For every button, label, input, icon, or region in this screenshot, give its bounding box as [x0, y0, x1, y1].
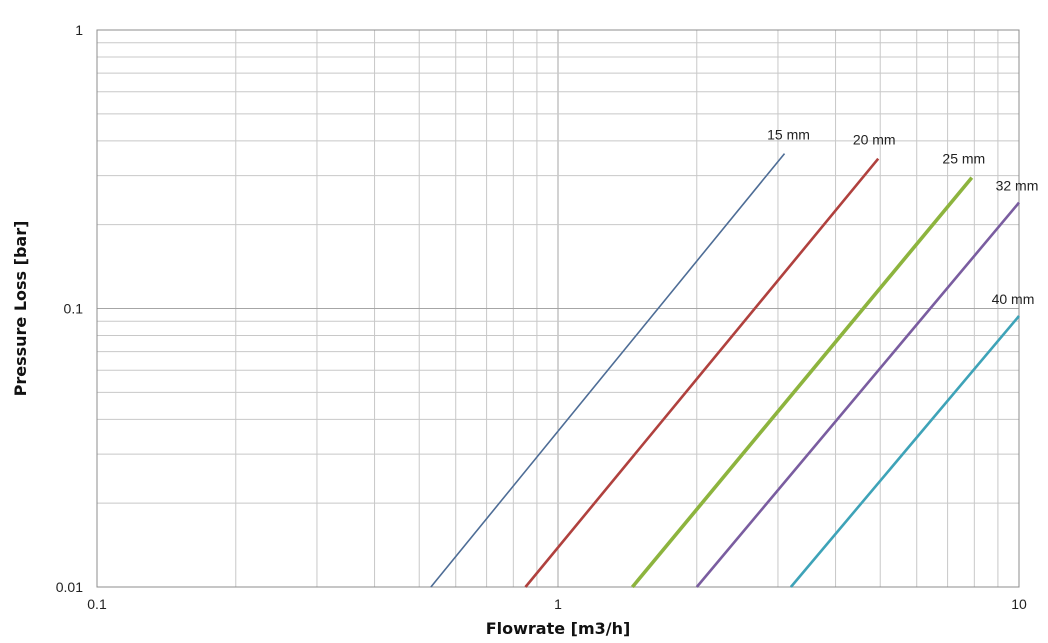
- y-tick-label: 0.01: [56, 579, 83, 595]
- series-line-32-mm: [695, 201, 1020, 588]
- series-line-25-mm: [631, 176, 974, 589]
- y-tick-label: 1: [75, 22, 83, 38]
- x-axis-ticks: 0.1 1 10: [87, 596, 1027, 612]
- series-label-25-mm: 25 mm: [942, 151, 985, 167]
- x-axis-title: Flowrate [m3/h]: [486, 619, 631, 638]
- series-label-40-mm: 40 mm: [992, 291, 1035, 307]
- series-line-20-mm: [524, 157, 880, 588]
- x-tick-label: 10: [1011, 596, 1027, 612]
- x-tick-label: 0.1: [87, 596, 107, 612]
- grid: [97, 30, 1019, 587]
- series-layer: [430, 153, 1020, 589]
- x-tick-label: 1: [554, 596, 562, 612]
- series-line-15-mm: [430, 153, 786, 588]
- series-label-15-mm: 15 mm: [767, 127, 810, 143]
- series-label-32-mm: 32 mm: [996, 178, 1039, 194]
- series-labels: 15 mm 20 mm 25 mm 32 mm 40 mm: [767, 127, 1038, 307]
- series-label-20-mm: 20 mm: [853, 132, 896, 148]
- plot-area-border: [96, 29, 1020, 588]
- y-axis-ticks: 0.01 0.1 1: [56, 22, 83, 595]
- y-tick-label: 0.1: [64, 301, 84, 317]
- y-axis-title: Pressure Loss [bar]: [11, 221, 30, 397]
- series-line-40-mm: [789, 315, 1020, 588]
